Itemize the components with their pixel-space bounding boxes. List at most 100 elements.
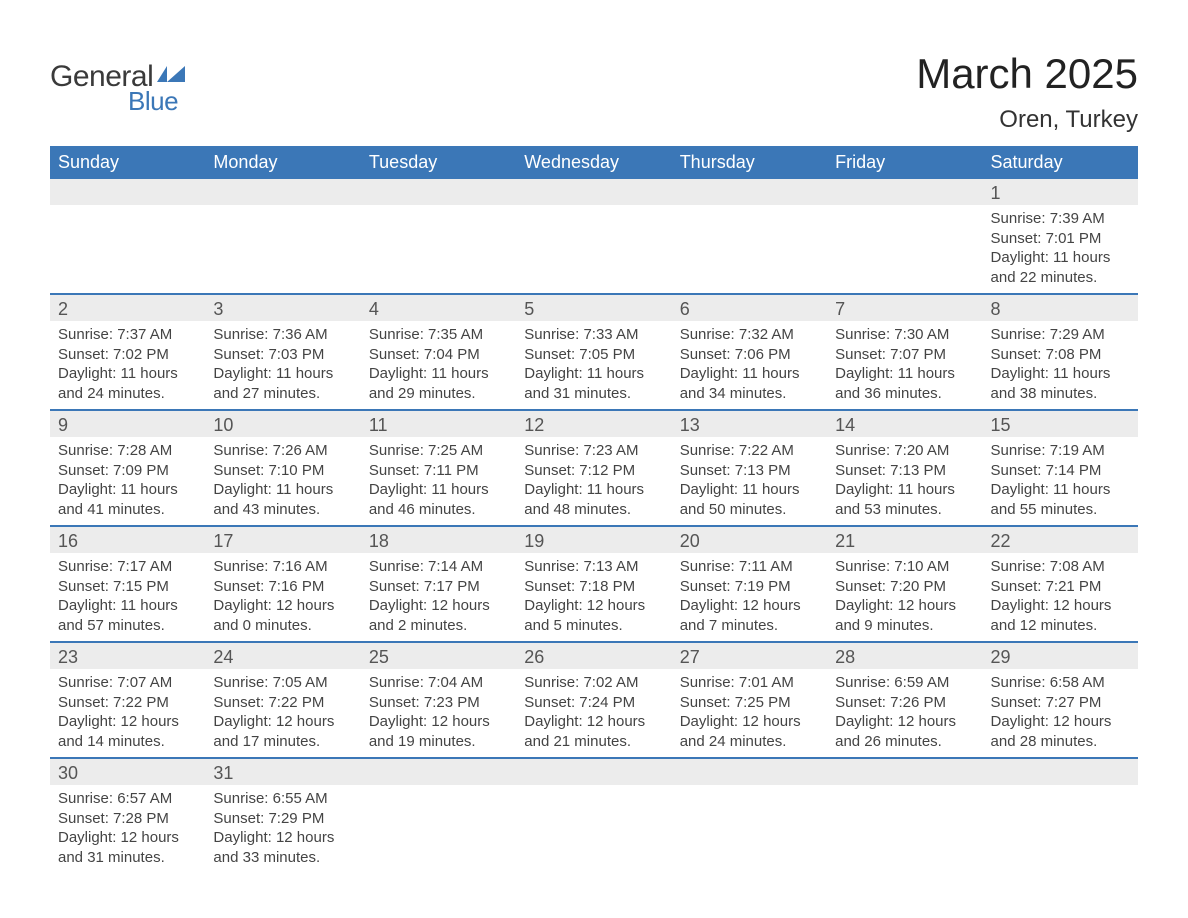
calendar-cell [827, 758, 982, 873]
calendar-cell: 8Sunrise: 7:29 AMSunset: 7:08 PMDaylight… [983, 294, 1138, 410]
daylight-text: Daylight: 11 hours and 38 minutes. [991, 364, 1130, 403]
day-details: Sunrise: 7:19 AMSunset: 7:14 PMDaylight:… [983, 437, 1138, 525]
daylight-text: Daylight: 11 hours and 48 minutes. [524, 480, 663, 519]
calendar-week-row: 2Sunrise: 7:37 AMSunset: 7:02 PMDaylight… [50, 294, 1138, 410]
calendar-week-row: 9Sunrise: 7:28 AMSunset: 7:09 PMDaylight… [50, 410, 1138, 526]
day-details: Sunrise: 7:26 AMSunset: 7:10 PMDaylight:… [205, 437, 360, 525]
sunrise-text: Sunrise: 6:55 AM [213, 789, 352, 809]
calendar-cell: 9Sunrise: 7:28 AMSunset: 7:09 PMDaylight… [50, 410, 205, 526]
day-details: Sunrise: 7:11 AMSunset: 7:19 PMDaylight:… [672, 553, 827, 641]
day-details: Sunrise: 7:35 AMSunset: 7:04 PMDaylight:… [361, 321, 516, 409]
daylight-text: Daylight: 12 hours and 7 minutes. [680, 596, 819, 635]
weekday-header: Monday [205, 146, 360, 179]
daylight-text: Daylight: 12 hours and 17 minutes. [213, 712, 352, 751]
calendar-cell: 18Sunrise: 7:14 AMSunset: 7:17 PMDayligh… [361, 526, 516, 642]
sunset-text: Sunset: 7:08 PM [991, 345, 1130, 365]
day-number-bar [672, 759, 827, 785]
day-number-bar: 1 [983, 179, 1138, 205]
sunset-text: Sunset: 7:03 PM [213, 345, 352, 365]
sunrise-text: Sunrise: 6:57 AM [58, 789, 197, 809]
day-details: Sunrise: 7:14 AMSunset: 7:17 PMDaylight:… [361, 553, 516, 641]
day-details: Sunrise: 7:32 AMSunset: 7:06 PMDaylight:… [672, 321, 827, 409]
sunrise-text: Sunrise: 7:08 AM [991, 557, 1130, 577]
day-number-bar: 24 [205, 643, 360, 669]
day-number-bar: 20 [672, 527, 827, 553]
calendar-cell: 24Sunrise: 7:05 AMSunset: 7:22 PMDayligh… [205, 642, 360, 758]
sunset-text: Sunset: 7:17 PM [369, 577, 508, 597]
sunset-text: Sunset: 7:25 PM [680, 693, 819, 713]
day-number-bar: 3 [205, 295, 360, 321]
day-number-bar: 16 [50, 527, 205, 553]
day-number-bar [983, 759, 1138, 785]
calendar-cell: 17Sunrise: 7:16 AMSunset: 7:16 PMDayligh… [205, 526, 360, 642]
day-details: Sunrise: 7:28 AMSunset: 7:09 PMDaylight:… [50, 437, 205, 525]
day-number-bar: 10 [205, 411, 360, 437]
daylight-text: Daylight: 12 hours and 12 minutes. [991, 596, 1130, 635]
calendar-cell: 31Sunrise: 6:55 AMSunset: 7:29 PMDayligh… [205, 758, 360, 873]
calendar-cell: 21Sunrise: 7:10 AMSunset: 7:20 PMDayligh… [827, 526, 982, 642]
sunset-text: Sunset: 7:05 PM [524, 345, 663, 365]
calendar-cell: 19Sunrise: 7:13 AMSunset: 7:18 PMDayligh… [516, 526, 671, 642]
daylight-text: Daylight: 12 hours and 24 minutes. [680, 712, 819, 751]
daylight-text: Daylight: 12 hours and 5 minutes. [524, 596, 663, 635]
day-number-bar: 15 [983, 411, 1138, 437]
calendar-cell: 1Sunrise: 7:39 AMSunset: 7:01 PMDaylight… [983, 179, 1138, 294]
day-number-bar: 19 [516, 527, 671, 553]
day-number-bar: 9 [50, 411, 205, 437]
calendar-cell [516, 758, 671, 873]
sunrise-text: Sunrise: 7:23 AM [524, 441, 663, 461]
day-details: Sunrise: 6:58 AMSunset: 7:27 PMDaylight:… [983, 669, 1138, 757]
calendar-cell: 15Sunrise: 7:19 AMSunset: 7:14 PMDayligh… [983, 410, 1138, 526]
calendar-week-row: 16Sunrise: 7:17 AMSunset: 7:15 PMDayligh… [50, 526, 1138, 642]
sunrise-text: Sunrise: 7:32 AM [680, 325, 819, 345]
daylight-text: Daylight: 11 hours and 57 minutes. [58, 596, 197, 635]
calendar-cell: 16Sunrise: 7:17 AMSunset: 7:15 PMDayligh… [50, 526, 205, 642]
daylight-text: Daylight: 12 hours and 14 minutes. [58, 712, 197, 751]
day-details: Sunrise: 7:36 AMSunset: 7:03 PMDaylight:… [205, 321, 360, 409]
daylight-text: Daylight: 11 hours and 31 minutes. [524, 364, 663, 403]
daylight-text: Daylight: 11 hours and 41 minutes. [58, 480, 197, 519]
calendar-week-row: 1Sunrise: 7:39 AMSunset: 7:01 PMDaylight… [50, 179, 1138, 294]
day-number-bar [361, 179, 516, 205]
sunset-text: Sunset: 7:15 PM [58, 577, 197, 597]
calendar-cell: 4Sunrise: 7:35 AMSunset: 7:04 PMDaylight… [361, 294, 516, 410]
day-number-bar: 17 [205, 527, 360, 553]
day-details: Sunrise: 7:20 AMSunset: 7:13 PMDaylight:… [827, 437, 982, 525]
sunset-text: Sunset: 7:23 PM [369, 693, 508, 713]
sunset-text: Sunset: 7:20 PM [835, 577, 974, 597]
day-number-bar: 5 [516, 295, 671, 321]
sunrise-text: Sunrise: 6:58 AM [991, 673, 1130, 693]
sunrise-text: Sunrise: 7:02 AM [524, 673, 663, 693]
day-number-bar [361, 759, 516, 785]
calendar-cell [672, 758, 827, 873]
day-number-bar: 7 [827, 295, 982, 321]
day-number-bar: 30 [50, 759, 205, 785]
day-number-bar: 12 [516, 411, 671, 437]
day-details: Sunrise: 6:55 AMSunset: 7:29 PMDaylight:… [205, 785, 360, 873]
daylight-text: Daylight: 11 hours and 53 minutes. [835, 480, 974, 519]
day-details: Sunrise: 7:04 AMSunset: 7:23 PMDaylight:… [361, 669, 516, 757]
page-title: March 2025 [916, 50, 1138, 98]
day-number-bar: 28 [827, 643, 982, 669]
calendar-cell: 14Sunrise: 7:20 AMSunset: 7:13 PMDayligh… [827, 410, 982, 526]
daylight-text: Daylight: 12 hours and 19 minutes. [369, 712, 508, 751]
day-number-bar: 8 [983, 295, 1138, 321]
day-details: Sunrise: 7:30 AMSunset: 7:07 PMDaylight:… [827, 321, 982, 409]
daylight-text: Daylight: 11 hours and 29 minutes. [369, 364, 508, 403]
calendar-cell: 11Sunrise: 7:25 AMSunset: 7:11 PMDayligh… [361, 410, 516, 526]
daylight-text: Daylight: 12 hours and 2 minutes. [369, 596, 508, 635]
sunset-text: Sunset: 7:10 PM [213, 461, 352, 481]
daylight-text: Daylight: 11 hours and 55 minutes. [991, 480, 1130, 519]
daylight-text: Daylight: 11 hours and 43 minutes. [213, 480, 352, 519]
day-number-bar: 31 [205, 759, 360, 785]
calendar-cell [827, 179, 982, 294]
day-number-bar [827, 179, 982, 205]
day-details: Sunrise: 7:05 AMSunset: 7:22 PMDaylight:… [205, 669, 360, 757]
day-details: Sunrise: 7:33 AMSunset: 7:05 PMDaylight:… [516, 321, 671, 409]
day-details: Sunrise: 6:59 AMSunset: 7:26 PMDaylight:… [827, 669, 982, 757]
weekday-header: Thursday [672, 146, 827, 179]
daylight-text: Daylight: 12 hours and 0 minutes. [213, 596, 352, 635]
weekday-header: Tuesday [361, 146, 516, 179]
sunset-text: Sunset: 7:22 PM [213, 693, 352, 713]
sunset-text: Sunset: 7:06 PM [680, 345, 819, 365]
